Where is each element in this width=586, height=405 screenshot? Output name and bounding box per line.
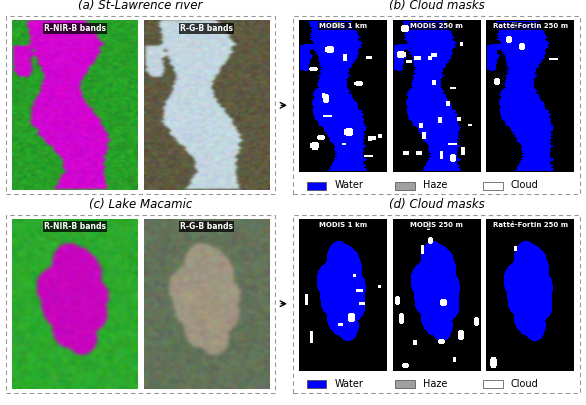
Text: Haze: Haze: [423, 180, 447, 190]
Bar: [395, 182, 414, 190]
Bar: [307, 380, 326, 388]
Text: Ratté-Fortin 250 m: Ratté-Fortin 250 m: [493, 222, 568, 228]
Text: MODIS 1 km: MODIS 1 km: [319, 23, 367, 29]
Bar: [307, 182, 326, 190]
Text: Cloud: Cloud: [511, 379, 539, 389]
Text: MODIS 250 m: MODIS 250 m: [410, 23, 463, 29]
Bar: [483, 380, 503, 388]
Text: Water: Water: [335, 180, 363, 190]
Bar: [395, 380, 414, 388]
Text: MODIS 1 km: MODIS 1 km: [319, 222, 367, 228]
Text: R-G-B bands: R-G-B bands: [180, 23, 233, 33]
Text: R-NIR-B bands: R-NIR-B bands: [44, 23, 105, 33]
Text: (c) Lake Macamic: (c) Lake Macamic: [89, 198, 192, 211]
Text: Ratté-Fortin 250 m: Ratté-Fortin 250 m: [493, 23, 568, 29]
Text: R-G-B bands: R-G-B bands: [180, 222, 233, 231]
Text: (b) Cloud masks: (b) Cloud masks: [389, 0, 485, 12]
Text: (a) St-Lawrence river: (a) St-Lawrence river: [79, 0, 203, 12]
Text: Haze: Haze: [423, 379, 447, 389]
Text: Cloud: Cloud: [511, 180, 539, 190]
Text: Water: Water: [335, 379, 363, 389]
Text: (d) Cloud masks: (d) Cloud masks: [389, 198, 485, 211]
Text: R-NIR-B bands: R-NIR-B bands: [44, 222, 105, 231]
Bar: [483, 182, 503, 190]
Text: MODIS 250 m: MODIS 250 m: [410, 222, 463, 228]
